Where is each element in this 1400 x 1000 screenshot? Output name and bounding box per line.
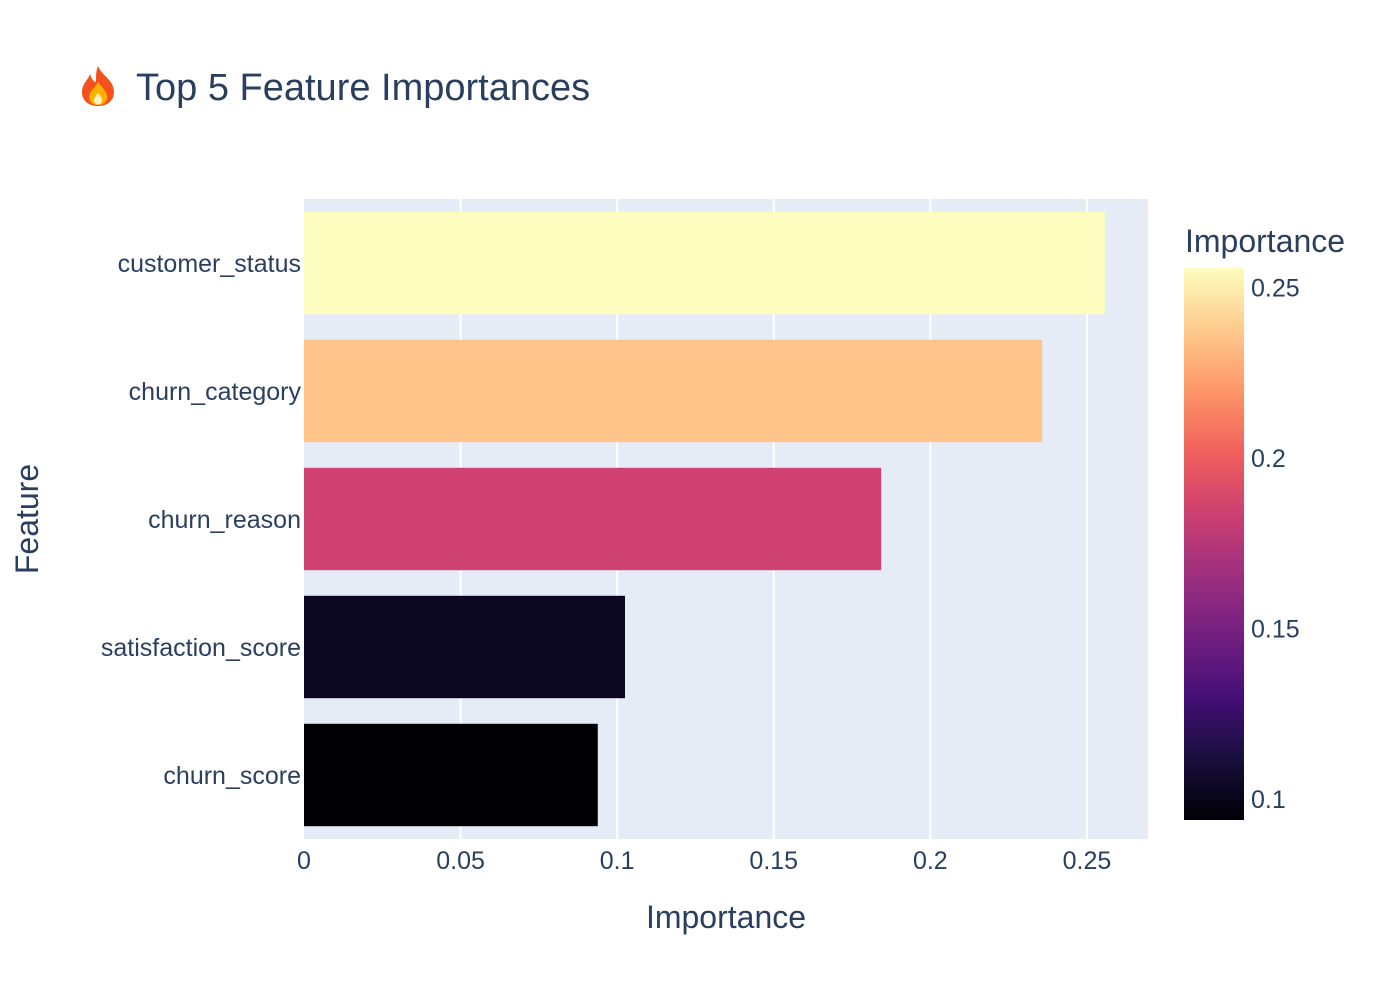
colorbar-tick-label-1: 0.15 [1251, 615, 1300, 643]
chart-title-group: Top 5 Feature Importances [82, 66, 590, 109]
colorbar: Importance 0.1 0.15 0.2 0.25 [1184, 223, 1345, 820]
y-tick-label-churn-reason: churn_reason [148, 506, 301, 534]
colorbar-tick-label-2: 0.2 [1251, 445, 1286, 473]
x-tick-label-4: 0.2 [913, 847, 948, 875]
y-tick-label-churn-category: churn_category [129, 378, 302, 406]
y-axis-ticks: customer_status churn_category churn_reaso… [101, 250, 302, 790]
colorbar-gradient [1184, 268, 1244, 820]
colorbar-tick-label-3: 0.25 [1251, 274, 1300, 302]
x-tick-label-2: 0.1 [600, 847, 635, 875]
bar-churn-reason[interactable] [304, 467, 882, 571]
fire-icon [82, 66, 114, 106]
bar-churn-score[interactable] [304, 723, 598, 827]
bar-customer-status[interactable] [304, 211, 1105, 315]
y-axis-title: Feature [9, 464, 45, 574]
x-tick-label-3: 0.15 [749, 847, 798, 875]
x-tick-label-1: 0.05 [436, 847, 485, 875]
bar-satisfaction-score[interactable] [304, 595, 626, 699]
x-tick-label-5: 0.25 [1063, 847, 1112, 875]
y-tick-label-satisfaction-score: satisfaction_score [101, 634, 301, 662]
bars [304, 211, 1105, 827]
colorbar-tick-label-0: 0.1 [1251, 786, 1286, 814]
colorbar-ticks: 0.1 0.15 0.2 0.25 [1251, 274, 1300, 813]
colorbar-title: Importance [1185, 223, 1345, 259]
x-axis-title: Importance [646, 899, 806, 935]
chart-title: Top 5 Feature Importances [136, 67, 590, 109]
bar-churn-category[interactable] [304, 339, 1043, 443]
y-tick-label-churn-score: churn_score [163, 762, 301, 790]
x-tick-label-0: 0 [297, 847, 311, 875]
y-tick-label-customer-status: customer_status [118, 250, 301, 278]
x-axis-ticks: 0 0.05 0.1 0.15 0.2 0.25 [297, 847, 1111, 875]
